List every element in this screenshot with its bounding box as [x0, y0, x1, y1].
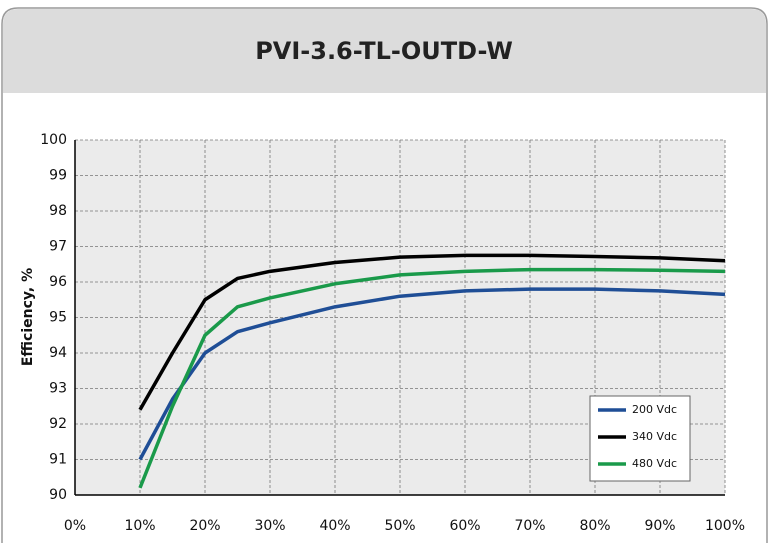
x-tick-label: 90%: [644, 518, 675, 534]
x-tick-label: 10%: [124, 518, 155, 534]
line: [138, 253, 726, 411]
y-tick-label: 92: [49, 416, 67, 432]
y-tick-label: 99: [49, 168, 67, 184]
y-tick-label: 93: [49, 381, 67, 397]
chart-title: PVI-3.6-TL-OUTD-W: [255, 37, 513, 65]
y-tick-label: 91: [49, 452, 67, 468]
x-tick-label: 40%: [319, 518, 350, 534]
y-tick-label: 90: [49, 487, 67, 503]
header: [3, 9, 766, 93]
line: [138, 267, 726, 489]
y-tick-label: 95: [49, 310, 67, 326]
legend-label: 480 Vdc: [632, 457, 677, 470]
x-tick-label: 100%: [705, 518, 745, 534]
y-axis-label: Efficiency, %: [20, 268, 36, 366]
y-tick-label: 100: [40, 132, 67, 148]
x-tick-label: 20%: [189, 518, 220, 534]
y-tick-label: 96: [49, 274, 67, 290]
y-tick-label: 97: [49, 239, 67, 255]
y-tick-label: 94: [49, 345, 67, 361]
x-tick-label: 0%: [64, 518, 86, 534]
line: [138, 287, 726, 461]
x-tick-label: 30%: [254, 518, 285, 534]
x-tick-label: 60%: [449, 518, 480, 534]
x-tick-label: 50%: [384, 518, 415, 534]
y-tick-label: 98: [49, 203, 67, 219]
legend-label: 340 Vdc: [632, 430, 677, 443]
x-tick-label: 70%: [514, 518, 545, 534]
x-tick-label: 80%: [579, 518, 610, 534]
legend-label: 200 Vdc: [632, 403, 677, 416]
